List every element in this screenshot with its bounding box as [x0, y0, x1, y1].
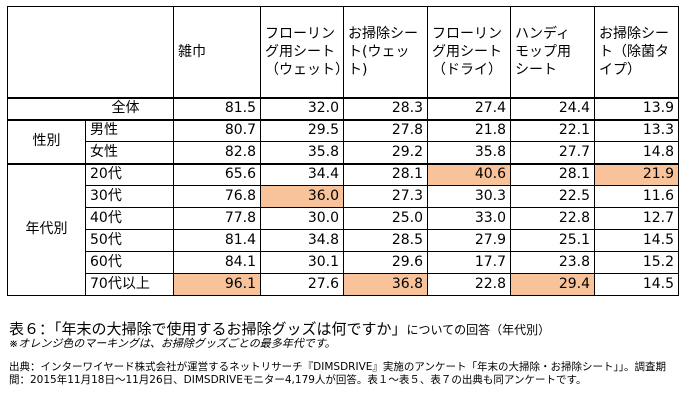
table-cell: 27.7: [510, 141, 595, 164]
highlight-note: ※オレンジ色のマーキングは、お掃除グッズごとの最多年代です。: [9, 337, 336, 350]
table-row: 全体 81.5 32.0 28.3 27.4 24.4 13.9: [7, 96, 679, 120]
table-cell: 13.9: [594, 96, 679, 120]
table-row: 年代別 20代 65.6 34.4 28.1 40.6 28.1 21.9: [7, 162, 679, 296]
row-label: 50代: [85, 229, 174, 252]
table-cell: 35.8: [260, 141, 344, 164]
column-header: お掃除シー ト(ウェット): [343, 6, 428, 98]
table-cell: 21.8: [427, 118, 511, 142]
table-cell: 36.0: [260, 185, 344, 208]
table-row: 60代 84.1 30.1 29.6 17.7 23.8 15.2: [8, 251, 679, 274]
header-row: 雑巾 フローリン グ用シート （ウェット） お掃除シー ト(ウェット) フローリン グ用シート…: [7, 6, 679, 98]
row-group-label: 年代別: [7, 162, 86, 296]
table-cell: 28.5: [343, 229, 428, 252]
survey-table: 雑巾 フローリン グ用シート （ウェット） お掃除シー ト(ウェット) フローリン グ用シート…: [7, 6, 679, 296]
table-cell: 96.1: [173, 273, 261, 296]
table-cell: 30.1: [260, 251, 344, 274]
table-cell: 76.8: [173, 185, 261, 208]
table-cell: 29.4: [510, 273, 595, 296]
column-header-label: お掃除シー ト（除菌タ イプ）: [599, 25, 669, 78]
table-cell: 81.5: [173, 96, 261, 120]
row-label: 20代: [85, 162, 174, 186]
caption-suffix: についての回答（年代別）: [406, 323, 551, 337]
row-group-label: 性別: [7, 118, 86, 164]
table-cell: 22.8: [510, 207, 595, 230]
column-header: フローリン グ用シート （ドライ）: [427, 6, 511, 98]
row-label: 70代以上: [85, 273, 174, 296]
column-header: お掃除シー ト（除菌タ イプ）: [594, 6, 679, 98]
column-header: フローリン グ用シート （ウェット）: [260, 6, 349, 98]
table-cell: 29.2: [343, 141, 428, 164]
table-cell: 80.7: [173, 118, 261, 142]
row-label: 40代: [85, 207, 174, 230]
row-label: 女性: [85, 141, 174, 164]
table-cell: 29.5: [260, 118, 344, 142]
table-cell: 28.1: [343, 162, 428, 186]
column-header-label: お掃除シー ト(ウェット): [348, 25, 418, 78]
table-row: 70代以上 96.1 27.6 36.8 22.8 29.4 14.5: [8, 273, 679, 296]
table-cell: 28.3: [343, 96, 428, 120]
table-cell: 12.7: [594, 207, 679, 230]
table-cell: 81.4: [173, 229, 261, 252]
table-cell: 24.4: [510, 96, 595, 120]
table-cell: 82.8: [173, 141, 261, 164]
table-cell: 13.3: [594, 118, 679, 142]
column-header: 雑巾: [173, 6, 261, 98]
table-cell: 65.6: [173, 162, 261, 186]
table-cell: 30.3: [427, 185, 511, 208]
table-cell: 14.8: [594, 141, 679, 164]
row-label: 30代: [85, 185, 174, 208]
row-label: 男性: [85, 118, 174, 142]
row-label: 60代: [85, 251, 174, 274]
table-cell: 17.7: [427, 251, 511, 274]
table-cell: 22.5: [510, 185, 595, 208]
table-cell: 77.8: [173, 207, 261, 230]
table-cell: 27.6: [260, 273, 344, 296]
table-cell: 27.3: [343, 185, 428, 208]
table-cell: 22.1: [510, 118, 595, 142]
table-row: 50代 81.4 34.8 28.5 27.9 25.1 14.5: [8, 229, 679, 252]
table-cell: 14.5: [594, 229, 679, 252]
table-cell: 23.8: [510, 251, 595, 274]
table-cell: 21.9: [594, 162, 679, 186]
table-row: 30代 76.8 36.0 27.3 30.3 22.5 11.6: [8, 185, 679, 208]
table-cell: 35.8: [427, 141, 511, 164]
table-cell: 22.8: [427, 273, 511, 296]
table-cell: 14.5: [594, 273, 679, 296]
header-blank: [7, 6, 174, 98]
table-cell: 32.0: [260, 96, 344, 120]
table-cell: 34.4: [260, 162, 344, 186]
row-label: 全体: [7, 96, 174, 120]
column-header-label: ハンディ モップ用 シート: [515, 25, 571, 78]
table-cell: 27.9: [427, 229, 511, 252]
table-cell: 25.1: [510, 229, 595, 252]
column-header: ハンディ モップ用 シート: [510, 6, 595, 98]
table-cell: 27.8: [343, 118, 428, 142]
table-cell: 34.8: [260, 229, 344, 252]
table-cell: 36.8: [343, 273, 428, 296]
table-cell: 15.2: [594, 251, 679, 274]
table-cell: 29.6: [343, 251, 428, 274]
table-cell: 25.0: [343, 207, 428, 230]
table-cell: 27.4: [427, 96, 511, 120]
table-row: 40代 77.8 30.0 25.0 33.0 22.8 12.7: [8, 207, 679, 230]
table-caption: 表６：「年末の大掃除で使用するお掃除グッズは何ですか」についての回答（年代別）: [9, 318, 550, 339]
table-row: 性別 男性 80.7 29.5 27.8 21.8 22.1 13.3: [7, 118, 679, 164]
table-cell: 11.6: [594, 185, 679, 208]
table-cell: 33.0: [427, 207, 511, 230]
source-text: 出典：インターワイヤード株式会社が運営するネットリサーチ『DIMSDRIVE』実…: [9, 361, 666, 386]
table-cell: 84.1: [173, 251, 261, 274]
caption-main: 表６：「年末の大掃除で使用するお掃除グッズは何ですか」: [9, 320, 407, 338]
column-header-label: フローリン グ用シート （ドライ）: [432, 25, 502, 78]
table-cell: 40.6: [427, 162, 511, 186]
table-cell: 28.1: [510, 162, 595, 186]
table-row: 女性 82.8 35.8 29.2 35.8 27.7 14.8: [8, 141, 679, 164]
table-cell: 30.0: [260, 207, 344, 230]
column-header-label: フローリン グ用シート （ウェット）: [265, 25, 349, 78]
column-header-label: 雑巾: [178, 43, 206, 60]
